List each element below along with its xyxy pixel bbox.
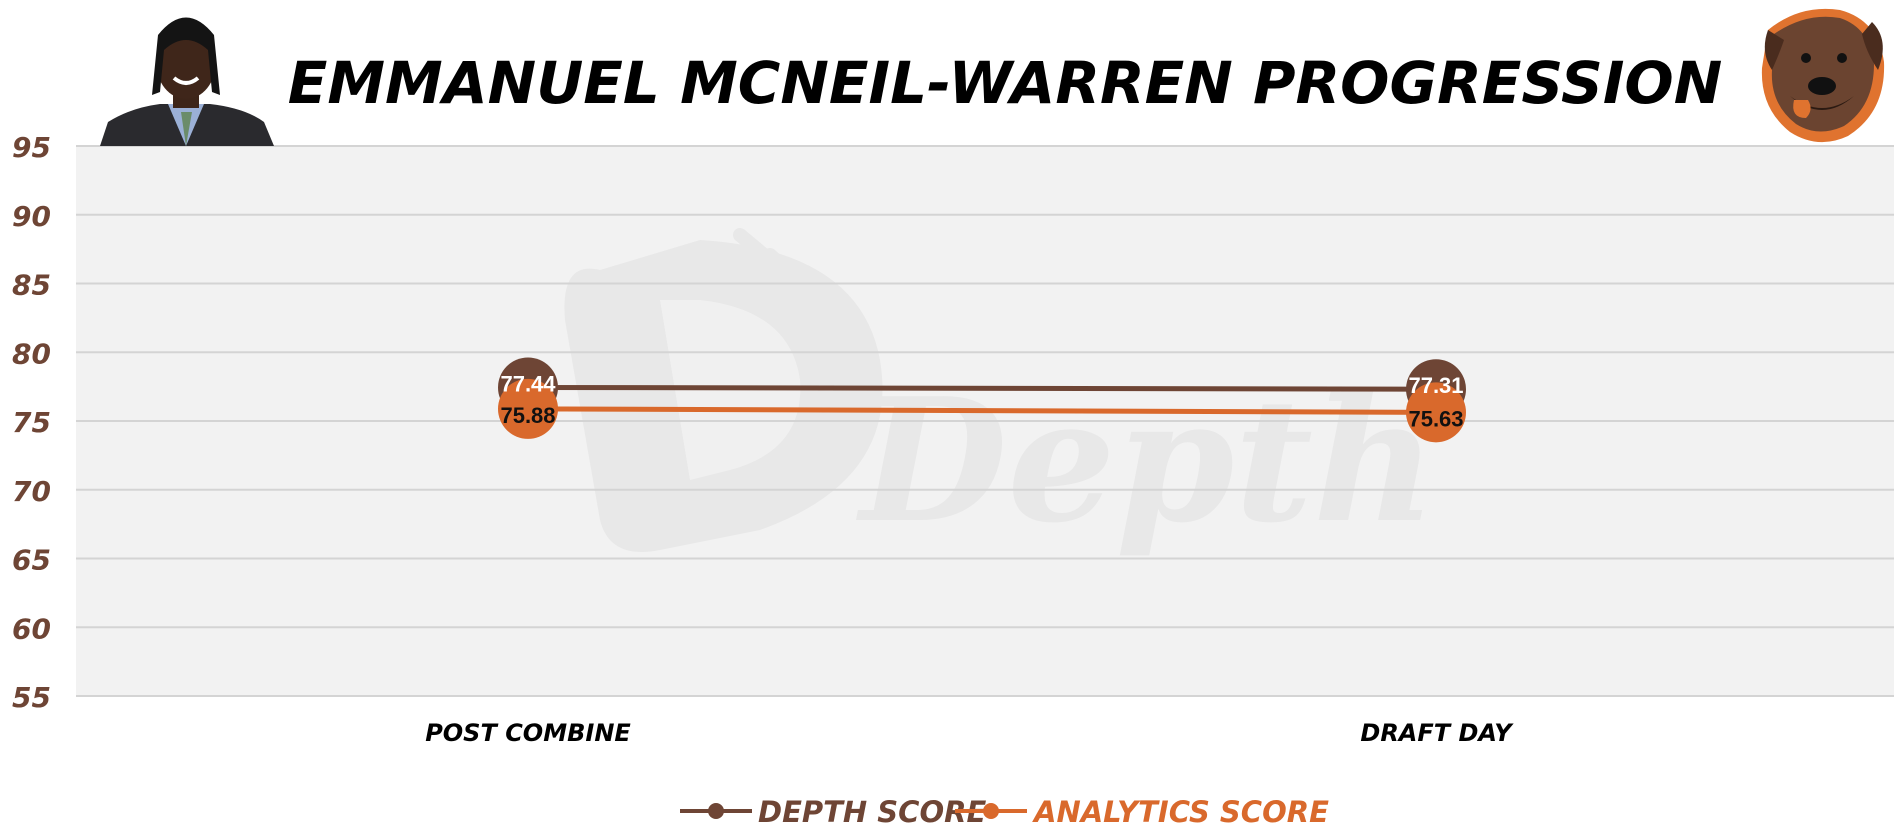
legend-depth-marker: [708, 803, 724, 819]
y-tick-label: 95: [12, 131, 51, 164]
data-label: 77.31: [1408, 373, 1463, 398]
data-label: 75.88: [500, 403, 555, 428]
y-tick-label: 70: [12, 475, 51, 508]
y-tick-label: 60: [12, 612, 51, 645]
y-tick-label: 65: [12, 544, 51, 577]
player-headshot-icon: [100, 17, 274, 146]
grid-lines: [76, 145, 1894, 697]
watermark-logo: Depth: [564, 228, 1437, 561]
y-axis-ticks: 95 90 85 80 75 70 65 60 55: [12, 131, 51, 714]
legend-item-depth: DEPTH SCORE: [680, 795, 986, 829]
series-line-analytics: [527, 406, 1437, 415]
watermark-text: Depth: [856, 361, 1437, 561]
series-points: [498, 357, 1466, 443]
y-tick-label: 90: [12, 200, 51, 233]
data-point-analytics: [1406, 382, 1466, 443]
dog-mascot-logo-icon: [1761, 8, 1885, 143]
data-label: 77.44: [500, 371, 556, 396]
y-tick-label: 75: [12, 406, 51, 439]
series-lines: [527, 384, 1437, 415]
series-line-depth: [527, 384, 1437, 392]
legend-item-analytics: ANALYTICS SCORE: [955, 795, 1329, 829]
x-tick-label: POST COMBINE: [425, 719, 631, 747]
y-tick-label: 80: [12, 337, 51, 370]
data-point-analytics: [498, 378, 558, 439]
legend-analytics-marker: [983, 803, 999, 819]
y-tick-label: 85: [12, 269, 51, 302]
chart-title: EMMANUEL MCNEIL-WARREN PROGRESSION: [288, 49, 1723, 117]
legend-label-analytics: ANALYTICS SCORE: [1032, 795, 1329, 829]
x-axis-ticks: POST COMBINE DRAFT DAY: [425, 719, 1514, 747]
chart-legend: DEPTH SCORE ANALYTICS SCORE: [680, 795, 1329, 829]
legend-label-depth: DEPTH SCORE: [758, 795, 986, 829]
data-label: 75.63: [1408, 406, 1463, 431]
y-tick-label: 55: [12, 681, 51, 714]
x-tick-label: DRAFT DAY: [1360, 719, 1514, 747]
data-labels: 77.44 77.31 75.88 75.63: [500, 371, 1463, 431]
